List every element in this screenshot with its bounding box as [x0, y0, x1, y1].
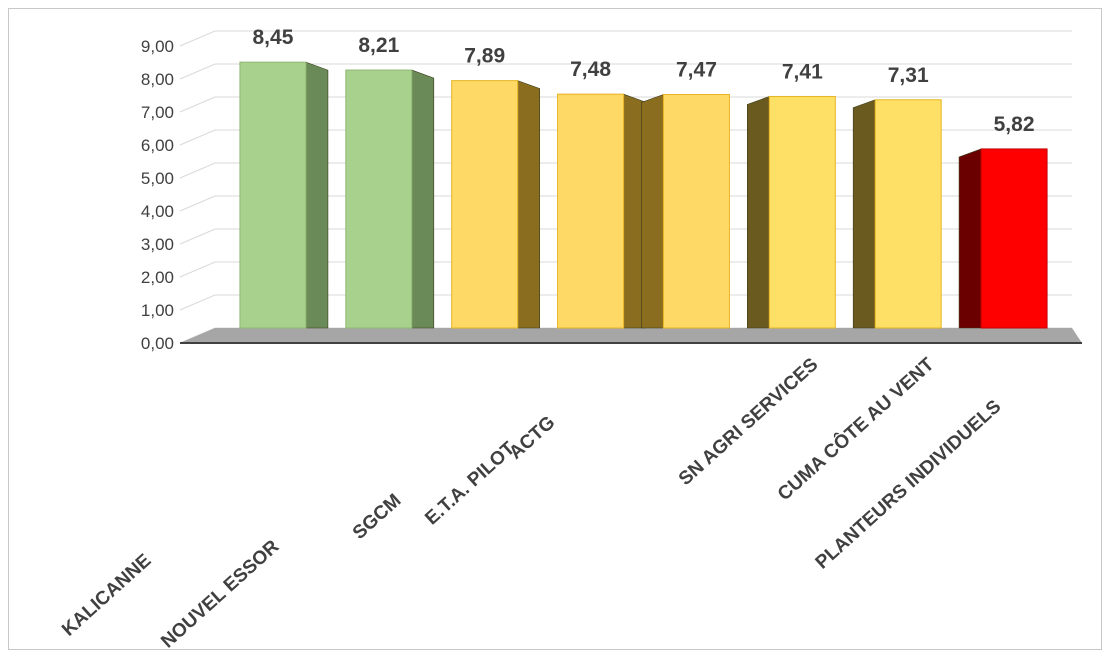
bar — [557, 93, 625, 329]
category-labels: KALICANNE NOUVEL ESSOR SGCM E.T.A. PILOTACT… — [58, 353, 1005, 652]
bar — [980, 148, 1048, 329]
bar-side — [852, 99, 876, 329]
floor-plane — [180, 328, 1082, 343]
y-tick-label: 3,00 — [141, 235, 174, 254]
x-tick-label: ACTG — [505, 412, 559, 464]
bar-side — [305, 61, 329, 329]
x-tick-label: SGCM — [349, 490, 405, 544]
bar — [239, 61, 307, 329]
bar-side — [958, 148, 982, 329]
gridline — [179, 63, 1072, 80]
bar-side — [747, 96, 770, 329]
data-label: 7,48 — [570, 58, 611, 81]
y-tick-label: 5,00 — [141, 169, 174, 188]
data-label: 7,31 — [888, 64, 929, 87]
y-tick-label: 4,00 — [141, 202, 174, 221]
bar — [768, 95, 836, 329]
data-label: 5,82 — [994, 113, 1035, 136]
bar-side — [411, 69, 435, 329]
y-tick-label: 6,00 — [141, 136, 174, 155]
bar-side — [517, 80, 540, 329]
data-label: 7,41 — [782, 60, 823, 83]
y-tick-label: 0,00 — [141, 334, 174, 353]
data-label: 7,47 — [676, 58, 717, 81]
bar — [662, 93, 730, 329]
chart-floor — [180, 328, 1082, 344]
x-tick-label: E.T.A. PILOT — [421, 438, 519, 529]
x-tick-label: KALICANNE — [58, 550, 155, 640]
bar — [451, 80, 519, 329]
y-tick-label: 8,00 — [141, 70, 174, 89]
bar — [345, 69, 413, 329]
bars — [239, 61, 1048, 329]
bar — [874, 99, 942, 329]
data-label: 8,45 — [253, 26, 294, 49]
x-tick-label: PLANTEURS INDIVIDUELS — [812, 396, 1006, 573]
y-tick-label: 7,00 — [141, 103, 174, 122]
bar-side — [641, 94, 664, 329]
data-label: 7,89 — [464, 45, 505, 68]
y-tick-label: 2,00 — [141, 268, 174, 287]
data-label: 8,21 — [358, 34, 399, 57]
y-axis: 0,00 1,00 2,00 3,00 4,00 5,00 6,00 7,00 8,00 9,00 — [141, 37, 174, 353]
x-tick-label: NOUVEL ESSOR — [157, 536, 283, 653]
y-tick-label: 1,00 — [141, 301, 174, 320]
data-labels: 8,45 8,21 7,89 7,48 7,47 7,41 7,31 5,82 — [253, 26, 1035, 136]
y-tick-label: 9,00 — [141, 37, 174, 56]
gridline — [179, 30, 1072, 47]
